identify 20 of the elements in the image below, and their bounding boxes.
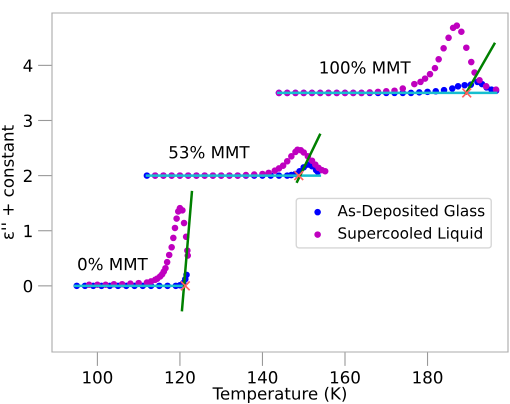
y-tick-label: 1 <box>24 224 32 238</box>
legend-label: As-Deposited Glass <box>338 204 484 220</box>
x-tick-label: 160 <box>330 371 360 384</box>
y-tick-label: 2 <box>24 170 32 182</box>
y-tick-label: 3 <box>24 114 32 128</box>
annotation: 100% MMT <box>320 61 411 74</box>
y-axis-title: ε'' + constant <box>1 125 14 240</box>
x-tick-label: 100 <box>83 371 112 384</box>
annotation: 53% MMT <box>170 146 250 159</box>
x-tick-label: 120 <box>166 371 195 384</box>
legend-label: Supercooled Liquid <box>338 227 482 242</box>
x-axis-title: Temperature (K) <box>212 386 346 404</box>
point <box>294 170 304 181</box>
y-tick-label: 4 <box>23 60 32 72</box>
point <box>180 280 191 292</box>
x-tick-label: 180 <box>413 371 442 384</box>
point <box>462 88 472 98</box>
annotation: 0% MMT <box>78 258 148 270</box>
y-tick-label: 0 <box>24 280 32 292</box>
x-tick-label: 140 <box>248 371 278 384</box>
